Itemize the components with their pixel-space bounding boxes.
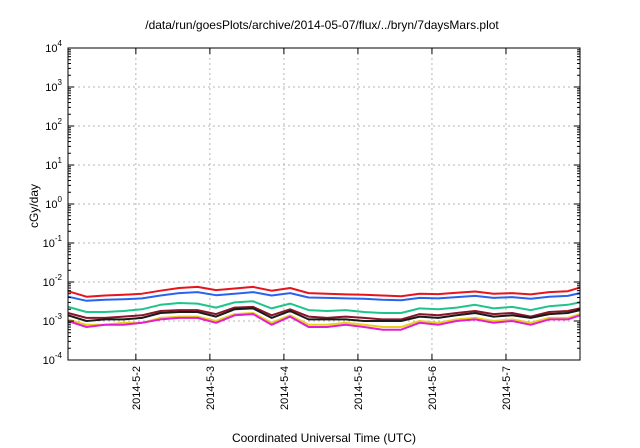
ticks [68, 47, 580, 361]
y-tick-label: 10-1 [43, 234, 63, 250]
series-line-7 [67, 313, 581, 331]
x-tick-label: 2014-5-4 [279, 366, 291, 410]
y-tick-label: 102 [45, 117, 62, 133]
y-tick-label: 103 [45, 78, 62, 94]
chart-title: /data/run/goesPlots/archive/2014-05-07/f… [145, 18, 499, 32]
x-tick-label: 2014-5-7 [501, 366, 513, 410]
y-tick-label: 10-4 [43, 351, 63, 367]
series-line-4 [67, 305, 581, 321]
series-group [67, 285, 581, 331]
y-tick-label: 104 [45, 39, 62, 55]
y-tick-labels: 10-4 10-3 10-2 10-1 100 101 102 103 104 [43, 39, 63, 367]
series-line-5 [67, 307, 581, 322]
y-tick-label: 101 [45, 156, 62, 172]
y-tick-label: 10-2 [43, 273, 63, 289]
x-tick-label: 2014-5-6 [427, 366, 439, 410]
y-tick-label: 10-3 [43, 312, 63, 328]
x-axis-label: Coordinated Universal Time (UTC) [232, 431, 416, 445]
series-line-3 [67, 300, 581, 314]
x-tick-labels: 2014-5-2 2014-5-3 2014-5-4 2014-5-5 2014-5-6… [131, 366, 513, 410]
series-line-2 [67, 291, 581, 302]
x-tick-label: 2014-5-5 [353, 366, 365, 410]
x-tick-label: 2014-5-2 [131, 366, 143, 410]
x-tick-label: 2014-5-3 [205, 366, 217, 410]
y-axis-label: cGy/day [27, 184, 41, 228]
series-line-1 [67, 285, 581, 298]
y-tick-label: 100 [45, 195, 62, 211]
